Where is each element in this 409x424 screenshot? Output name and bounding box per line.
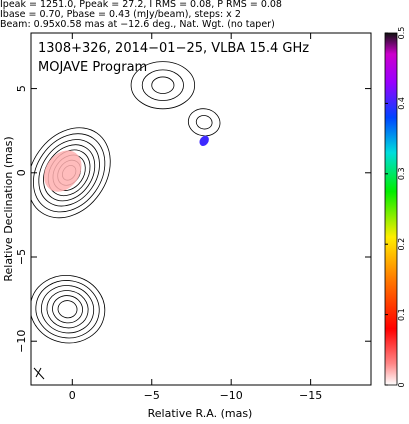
y-tick-label: −5 [15, 249, 28, 265]
header-line-beam: Beam: 0.95x0.58 mas at −12.6 deg., Nat. … [0, 19, 275, 31]
colorbar [384, 32, 398, 386]
colorbar-ticks: 0 0.1 0.2 0.3 0.4 0.5 [385, 27, 406, 388]
polarization-layer [43, 135, 209, 192]
contour-jet-knot-north [151, 76, 175, 94]
colorbar-tick-label: 0.5 [397, 27, 406, 40]
contour-southern-feature [52, 295, 83, 324]
beam-marker [33, 367, 45, 380]
contour-jet-knot-north [130, 61, 196, 110]
x-tick-label: −15 [299, 389, 322, 402]
polarized-region [43, 150, 82, 192]
contour-layer [31, 61, 221, 344]
contour-core [43, 144, 96, 202]
contour-core [38, 139, 100, 207]
header-line-base: Ibase = 0.70, Pbase = 0.43 (mJy/beam), s… [0, 9, 241, 21]
contour-core [31, 127, 111, 219]
contour-jet-knot-ne [187, 108, 221, 137]
x-tick-label: 0 [69, 389, 76, 402]
contour-core [33, 133, 106, 213]
x-tick-label: −10 [220, 389, 243, 402]
colorbar-tick-label: 0.4 [397, 97, 406, 110]
contour-southern-feature [31, 275, 106, 344]
header-info: Ipeak = 1251.0, Ppeak = 27.2, I RMS = 0.… [0, 0, 409, 31]
colorbar-tick-label: 0 [397, 382, 406, 387]
contour-jet-knot-north [141, 69, 184, 101]
polarized-region [199, 135, 209, 146]
x-tick-label: −5 [144, 389, 160, 402]
y-tick-label: −10 [15, 330, 28, 353]
contour-jet-knot-ne [195, 115, 213, 130]
contour-southern-feature [35, 280, 100, 339]
plot-frame [30, 32, 372, 386]
plot-title-source: 1308+326, 2014−01−25, VLBA 15.4 GHz [38, 41, 309, 56]
axis-ticks: 0 −5 −10 −15 5 0 −5 −10 [15, 33, 371, 402]
y-axis-label: Relative Declination (mas) [2, 136, 15, 281]
contour-southern-feature [57, 300, 78, 319]
contour-southern-feature [46, 290, 89, 329]
plot-title-program: MOJAVE Program [38, 60, 147, 75]
colorbar-tick-label: 0.2 [397, 238, 406, 251]
colorbar-tick-label: 0.1 [397, 308, 406, 321]
contour-southern-feature [41, 285, 95, 334]
header-line-peak: Ipeak = 1251.0, Ppeak = 27.2, I RMS = 0.… [0, 0, 282, 10]
y-tick-label: 0 [15, 169, 28, 176]
y-tick-label: 5 [15, 85, 28, 92]
colorbar-tick-label: 0.3 [397, 167, 406, 180]
x-axis-label: Relative R.A. (mas) [148, 407, 253, 420]
